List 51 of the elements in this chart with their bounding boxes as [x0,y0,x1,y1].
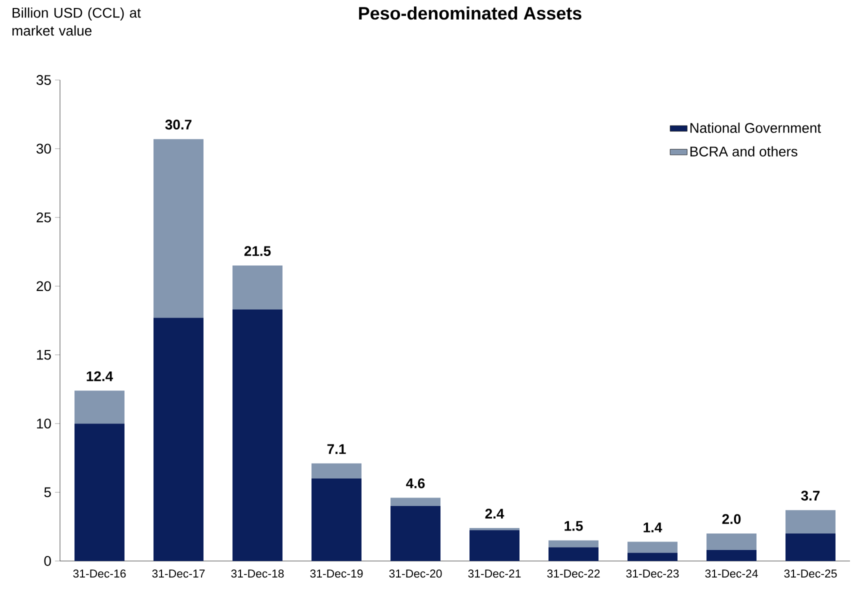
x-tick-label: 31-Dec-19 [310,570,363,578]
x-tick-label: 31-Dec-25 [784,570,837,578]
total-label: 2.0 [722,514,741,524]
bar [154,139,204,318]
y-tick-label: 15 [37,350,51,360]
bar [232,266,282,310]
y-tick-label: 30 [36,144,51,154]
bar [548,540,599,548]
y-tick-label: 25 [36,212,51,222]
total-label: 4.6 [406,478,425,488]
y-tick-label: 10 [37,418,51,429]
bar [786,510,836,534]
total-label: 1.4 [644,522,662,532]
y-tick-label: 35 [36,75,51,85]
total-label: 7.1 [327,444,346,454]
total-label: 1.5 [564,521,583,531]
bar [470,530,520,561]
x-tick-label: 31-Dec-24 [705,570,758,578]
legend-label: BCRA and others [690,146,798,156]
total-label: 2.4 [485,508,504,518]
bar [548,547,599,561]
bar [628,552,678,561]
total-label: 3.7 [801,490,820,501]
x-tick-label: 31-Dec-22 [547,570,600,578]
legend-label: National Government [690,122,821,133]
bar [628,542,678,553]
x-tick-label: 31-Dec-18 [231,570,284,578]
bar [706,550,757,561]
bar [232,310,282,561]
x-tick-label: 31-Dec-21 [468,570,521,578]
bar [312,463,362,479]
bar [74,390,124,424]
x-tick-label: 31-Dec-16 [73,570,126,578]
total-label: 21.5 [244,246,271,256]
x-tick-label: 31-Dec-23 [626,570,679,578]
bar [74,424,124,561]
y-tick-label: 20 [36,281,51,292]
bar [154,318,204,561]
bar [390,498,440,506]
total-label: 12.4 [86,371,114,382]
bar [312,478,362,561]
bar [706,534,757,550]
bar [390,506,440,561]
x-tick-label: 31-Dec-17 [152,570,205,578]
y-tick-label: 0 [44,556,51,566]
y-tick-label: 5 [44,487,51,498]
x-tick-label: 31-Dec-20 [389,570,442,578]
bar [786,534,836,561]
chart-title: Peso-denominated Assets [359,6,582,20]
total-label: 30.7 [165,120,192,130]
y-axis-title: Billion USD (CCL) at market value [12,8,141,36]
